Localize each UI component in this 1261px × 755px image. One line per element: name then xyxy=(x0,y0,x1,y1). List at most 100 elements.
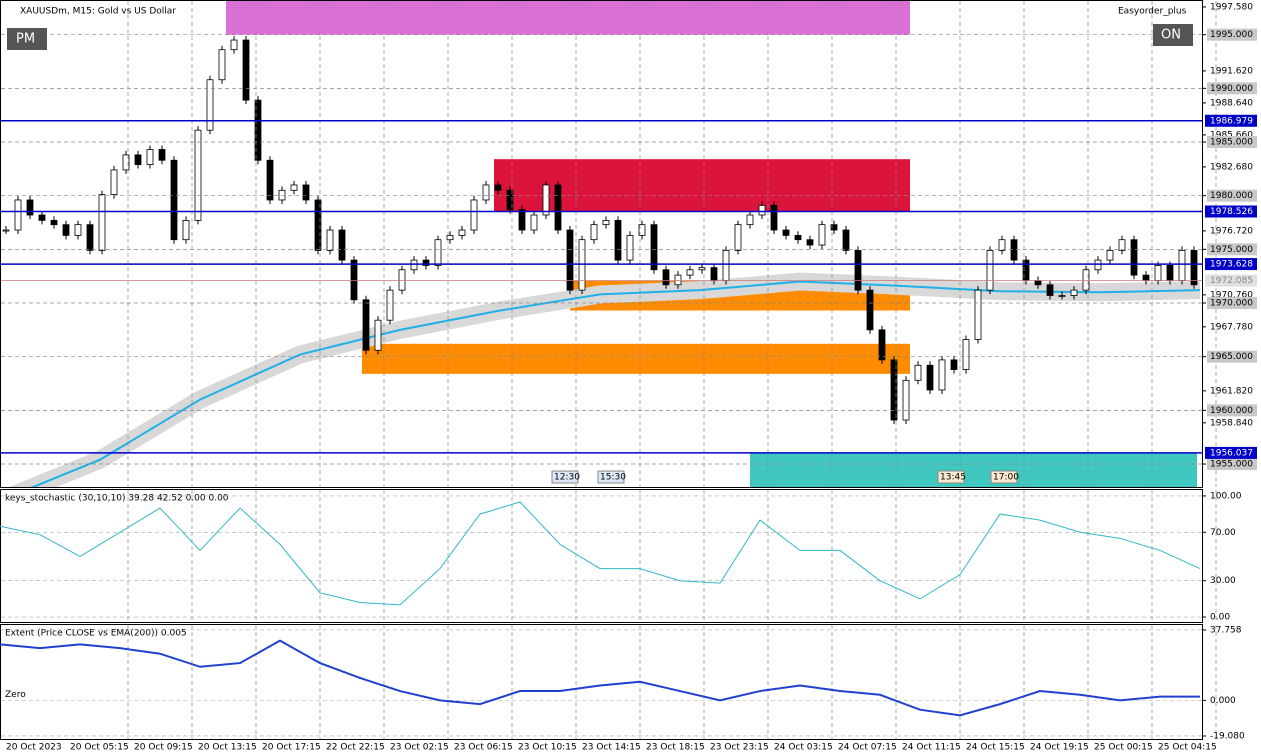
candle-body xyxy=(974,289,982,340)
candle-body xyxy=(554,184,562,231)
x-tick-label: 20 Oct 13:15 xyxy=(198,743,257,753)
x-tick-label: 25 Oct 04:15 xyxy=(1158,743,1217,753)
candle-body xyxy=(950,359,958,370)
candle-body xyxy=(746,214,754,226)
y-tick-label: 30.00 xyxy=(1210,576,1236,586)
y-tick-label: 1985.660 xyxy=(1210,130,1253,140)
x-tick-label: 23 Oct 18:15 xyxy=(646,743,705,753)
candle-body xyxy=(614,219,622,261)
candle-body xyxy=(62,224,70,236)
candle-body xyxy=(194,129,202,221)
y-tick-box xyxy=(1207,136,1257,149)
candle-body xyxy=(590,224,598,241)
candle-body xyxy=(182,219,190,241)
x-tick-label: 25 Oct 00:15 xyxy=(1094,743,1153,753)
expert-name: Easyorder_plus xyxy=(1118,7,1187,17)
candle-body xyxy=(914,364,922,381)
candle-body xyxy=(458,229,466,236)
pm-button[interactable] xyxy=(7,28,47,50)
candle-body xyxy=(206,79,214,131)
y-tick-label: 1965.000 xyxy=(1210,352,1253,362)
candle-body xyxy=(50,219,58,226)
level-box xyxy=(1205,258,1257,271)
candle-body xyxy=(854,250,862,291)
on-label: ON xyxy=(1161,28,1181,43)
panel-title: keys_stochastic (30,10,10) 39.28 42.52 0… xyxy=(5,494,229,504)
candle-body xyxy=(266,159,274,201)
candle-body xyxy=(782,229,790,236)
x-tick-label: 24 Oct 07:15 xyxy=(838,743,897,753)
candle-body xyxy=(1130,239,1138,276)
candle-body xyxy=(14,199,22,231)
candle-body xyxy=(1094,259,1102,271)
y-tick-label: 1980.000 xyxy=(1210,191,1253,201)
y-tick-label: 1990.000 xyxy=(1210,84,1253,94)
candle-body xyxy=(734,224,742,251)
candle-body xyxy=(1034,280,1042,286)
candle-body xyxy=(134,154,142,165)
y-tick-box xyxy=(1207,28,1257,41)
stoch-frame xyxy=(0,489,1203,623)
time-mark: 17:00 xyxy=(993,473,1019,483)
level-label: 1978.526 xyxy=(1210,207,1253,217)
candle-body xyxy=(350,259,358,301)
candle-body xyxy=(230,39,238,51)
candle-body xyxy=(278,189,286,201)
panel-title: Extent (Price CLOSE vs EMA(200)) 0.005 xyxy=(5,629,187,639)
on-button[interactable] xyxy=(1153,24,1193,46)
candle-body xyxy=(998,239,1006,251)
candle-body xyxy=(470,199,478,231)
candle-body xyxy=(806,239,814,246)
extent-frame xyxy=(0,624,1203,740)
x-tick-label: 23 Oct 02:15 xyxy=(390,743,449,753)
y-tick-label: -19.080 xyxy=(1210,731,1245,741)
y-tick-label: 1982.680 xyxy=(1210,162,1253,172)
candle-body xyxy=(962,339,970,370)
x-tick-label: 22 Oct 22:15 xyxy=(326,743,385,753)
candle-body xyxy=(410,259,418,271)
candle-body xyxy=(158,149,166,161)
y-tick-label: 70.00 xyxy=(1210,528,1236,538)
candle-body xyxy=(302,184,310,201)
level-label: 1956.037 xyxy=(1210,448,1253,458)
candle-body xyxy=(482,184,490,201)
candle-body xyxy=(386,289,394,321)
candle-body xyxy=(1046,284,1054,296)
y-tick-label: 1995.000 xyxy=(1210,30,1253,40)
zone xyxy=(750,453,1197,487)
candle-body xyxy=(1190,250,1198,286)
x-tick-label: 24 Oct 19:15 xyxy=(1030,743,1089,753)
candle-body xyxy=(926,364,934,391)
candle-body xyxy=(1082,269,1090,291)
candle-body xyxy=(1154,265,1162,281)
candle-body xyxy=(2,229,10,232)
candle-body xyxy=(866,289,874,331)
y-tick-box xyxy=(1207,297,1257,310)
candle-body xyxy=(506,189,514,211)
candle-body xyxy=(842,229,850,251)
candle-body xyxy=(98,194,106,251)
candle-body xyxy=(542,184,550,216)
candle-body xyxy=(86,224,94,251)
candle-body xyxy=(1106,250,1114,261)
main-plot xyxy=(2,1,1201,487)
candle-body xyxy=(1166,265,1174,281)
y-tick-label: 37.758 xyxy=(1210,625,1242,635)
candle-body xyxy=(110,169,118,196)
y-tick-box xyxy=(1207,243,1257,256)
candle-body xyxy=(374,319,382,351)
x-tick-label: 23 Oct 23:15 xyxy=(710,743,769,753)
y-tick-label: 100.00 xyxy=(1210,491,1242,501)
candle-body xyxy=(1178,250,1186,281)
candle-body xyxy=(26,199,34,216)
level-box xyxy=(1205,446,1257,459)
candle-body xyxy=(1070,289,1078,296)
main-frame xyxy=(0,0,1203,488)
candle-body xyxy=(698,267,706,271)
candle-body xyxy=(890,359,898,421)
time-mark: 15:30 xyxy=(600,473,626,483)
candle-body xyxy=(446,234,454,241)
candle-body xyxy=(74,224,82,236)
y-tick-label: 1955.000 xyxy=(1210,460,1253,470)
